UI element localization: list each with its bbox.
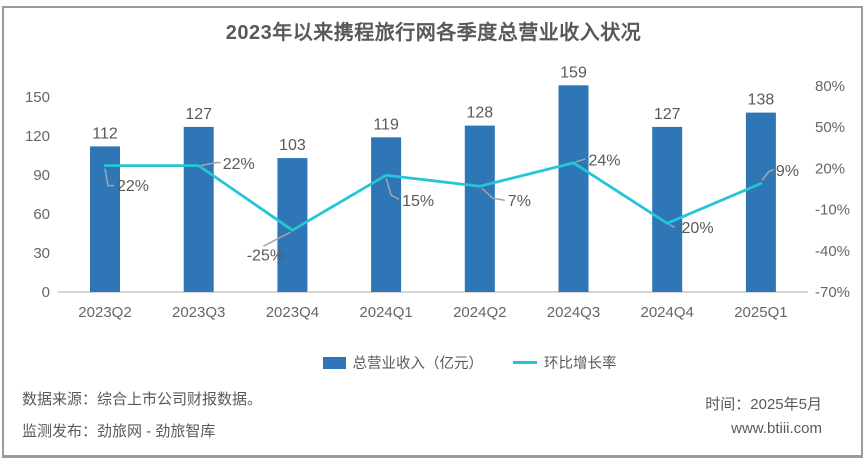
data-source-text: 数据来源：综合上市公司财报数据。 xyxy=(22,391,263,408)
legend-item-growth: 环比增长率 xyxy=(513,352,617,373)
bar-value-label: 128 xyxy=(466,105,493,122)
label-leader-line xyxy=(668,223,675,228)
category-label: 2023Q2 xyxy=(78,304,131,321)
category-label: 2025Q1 xyxy=(734,304,787,321)
growth-line xyxy=(103,161,763,232)
label-leader-line xyxy=(200,161,221,167)
growth-point-label: 24% xyxy=(589,152,621,169)
revenue-bar xyxy=(558,85,589,292)
bar-value-label: 138 xyxy=(748,92,775,109)
bar-value-label: 119 xyxy=(373,116,399,133)
publisher-text: 监测发布：劲旅网 - 劲旅智库 xyxy=(22,423,216,440)
legend-bar-label: 总营业收入（亿元） xyxy=(352,356,484,372)
bar-value-label: 103 xyxy=(279,137,306,154)
footer-right: 时间：2025年5月 www.btiii.com xyxy=(705,393,822,441)
left-axis-tick-label: 150 xyxy=(25,89,50,106)
bar-value-label: 127 xyxy=(654,106,681,123)
right-axis-tick-label: 50% xyxy=(815,119,845,136)
left-axis-tick-label: 0 xyxy=(42,284,50,301)
category-label: 2024Q3 xyxy=(547,304,600,321)
category-label: 2023Q3 xyxy=(172,304,225,321)
left-axis-tick-label: 90 xyxy=(33,167,50,184)
legend-line-label: 环比增长率 xyxy=(544,356,617,372)
label-leader-line xyxy=(761,168,775,181)
label-leader-line xyxy=(575,158,586,163)
right-axis-tick-label: 20% xyxy=(815,160,845,177)
right-axis-tick-label: 80% xyxy=(815,78,845,95)
growth-point-label: 22% xyxy=(117,178,149,195)
category-label: 2024Q4 xyxy=(641,304,694,321)
date-text: 时间：2025年5月 xyxy=(705,396,822,413)
growth-point-label: 7% xyxy=(508,193,531,210)
bar-value-label: 159 xyxy=(560,64,587,81)
legend-item-revenue: 总营业收入（亿元） xyxy=(322,352,484,373)
growth-point-label: 22% xyxy=(223,156,255,173)
revenue-bar xyxy=(183,126,214,293)
right-axis-tick-label: -70% xyxy=(815,284,850,301)
label-leader-line xyxy=(263,231,291,247)
revenue-bar xyxy=(652,126,683,293)
label-leader-line xyxy=(481,187,505,201)
website-text: www.btiii.com xyxy=(731,420,822,437)
bar-value-label: 127 xyxy=(185,106,212,123)
left-axis-tick-label: 120 xyxy=(25,128,50,145)
label-leader-line xyxy=(385,178,400,200)
right-axis-tick-label: -10% xyxy=(815,202,850,219)
growth-point-label: -20% xyxy=(676,220,713,237)
left-axis-tick-label: 30 xyxy=(33,245,50,262)
revenue-bar xyxy=(464,125,495,292)
growth-point-label: 9% xyxy=(776,163,799,180)
category-label: 2024Q2 xyxy=(453,304,506,321)
revenue-bar xyxy=(745,112,776,292)
category-label: 2024Q1 xyxy=(359,304,412,321)
footer-left: 数据来源：综合上市公司财报数据。 监测发布：劲旅网 - 劲旅智库 xyxy=(22,384,262,448)
category-label: 2023Q4 xyxy=(266,304,319,321)
growth-point-label: -25% xyxy=(247,248,284,265)
legend-bar-swatch xyxy=(322,356,346,369)
right-axis-tick-label: -40% xyxy=(815,243,850,260)
revenue-bar xyxy=(90,146,120,292)
bar-value-label: 112 xyxy=(92,125,118,142)
revenue-bar xyxy=(371,137,402,292)
chart-legend: 总营业收入（亿元） 环比增长率 xyxy=(36,352,867,373)
left-axis-tick-label: 60 xyxy=(33,206,50,223)
label-leader-line xyxy=(104,168,114,187)
chart-title: 2023年以来携程旅行网各季度总营业收入状况 xyxy=(225,22,642,44)
legend-line-swatch xyxy=(513,361,537,364)
growth-point-label: 15% xyxy=(402,193,434,210)
